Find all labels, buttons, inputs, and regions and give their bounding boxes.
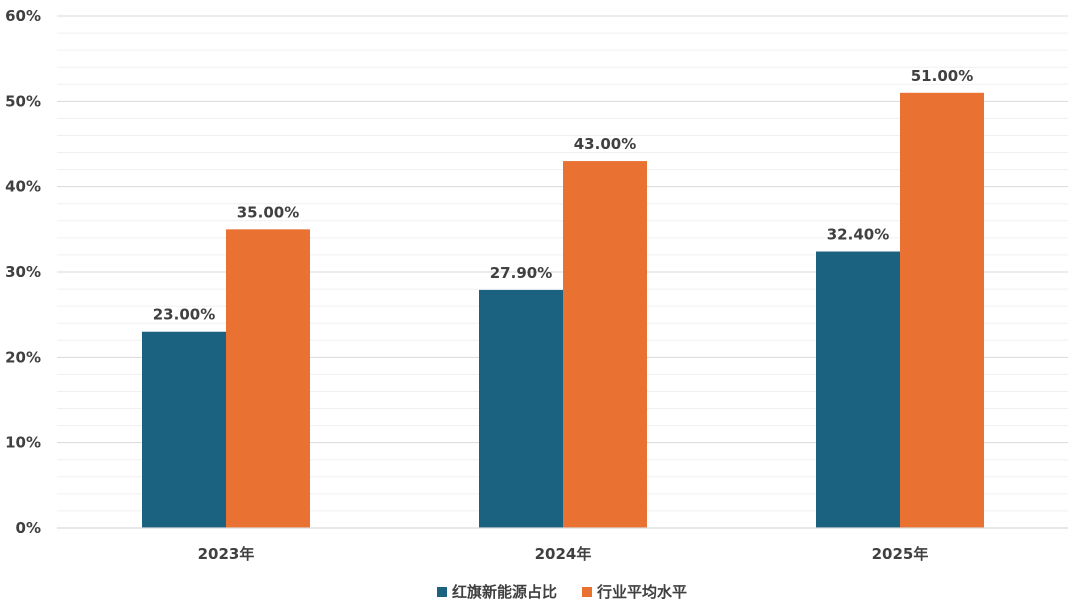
bar-hongqi-0 bbox=[142, 331, 226, 528]
legend-label: 行业平均水平 bbox=[596, 583, 687, 601]
y-tick-label: 30% bbox=[5, 263, 41, 281]
x-category-label: 2024年 bbox=[535, 545, 592, 563]
data-label: 35.00% bbox=[237, 203, 299, 221]
bar-industry-0 bbox=[226, 229, 310, 529]
data-label: 32.40% bbox=[827, 226, 889, 244]
y-tick-label: 60% bbox=[5, 7, 41, 25]
legend: 红旗新能源占比 行业平均水平 bbox=[437, 583, 687, 601]
bar-industry-1 bbox=[563, 161, 647, 529]
legend-swatch bbox=[437, 587, 447, 597]
y-tick-label: 50% bbox=[5, 92, 41, 110]
x-axis: 2023年 2024年 2025年 bbox=[57, 527, 1068, 563]
y-tick-label: 40% bbox=[5, 178, 41, 196]
bars bbox=[142, 92, 984, 529]
data-label: 27.90% bbox=[490, 264, 552, 282]
legend-swatch bbox=[582, 587, 592, 597]
data-labels: 23.00% 27.90% 32.40% 35.00% 43.00% 51.00% bbox=[153, 67, 973, 324]
y-axis: 0% 10% 20% 30% 40% 50% 60% bbox=[5, 7, 41, 537]
legend-label: 红旗新能源占比 bbox=[452, 583, 557, 601]
x-category-label: 2025年 bbox=[872, 545, 929, 563]
bar-hongqi-1 bbox=[479, 289, 563, 528]
data-label: 23.00% bbox=[153, 306, 215, 324]
x-category-label: 2023年 bbox=[198, 545, 255, 563]
y-tick-label: 20% bbox=[5, 348, 41, 366]
y-tick-label: 10% bbox=[5, 434, 41, 452]
data-label: 51.00% bbox=[911, 67, 973, 85]
bar-industry-2 bbox=[900, 92, 984, 529]
data-label: 43.00% bbox=[574, 135, 636, 153]
y-tick-label: 0% bbox=[16, 519, 41, 537]
bar-hongqi-2 bbox=[816, 251, 900, 528]
